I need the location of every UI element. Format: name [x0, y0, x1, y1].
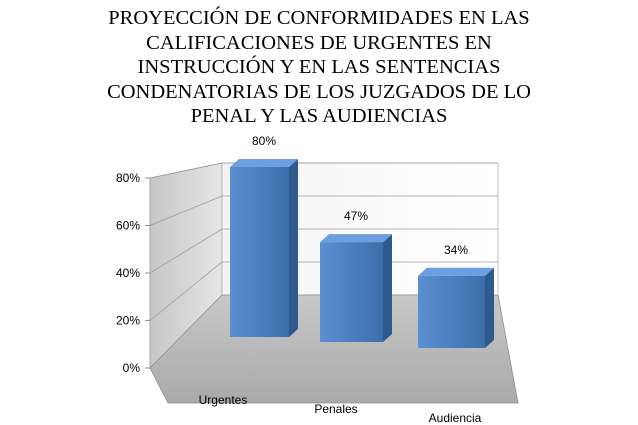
y-tick-label: 80% — [116, 171, 140, 185]
data-label: 34% — [444, 243, 468, 257]
bar-top — [320, 234, 392, 243]
bar-front — [418, 275, 485, 348]
y-tick-label: 0% — [123, 361, 141, 375]
chart-bars — [230, 159, 494, 348]
bar — [418, 267, 494, 348]
chart-gridlines — [145, 162, 498, 369]
bar — [230, 159, 298, 337]
bar-side — [289, 159, 298, 337]
chart-title-line: CONDENATORIAS DE LOS JUZGADOS DE LO — [107, 80, 531, 103]
gridline — [149, 162, 498, 179]
data-label: 47% — [344, 209, 368, 223]
bar-front — [320, 242, 383, 342]
bar-top — [418, 267, 494, 276]
bar-top — [230, 159, 298, 167]
bar-front — [230, 167, 289, 337]
bar-side — [485, 267, 494, 348]
data-label: 80% — [252, 134, 276, 148]
gridline — [149, 195, 498, 226]
chart-title-line: PROYECCIÓN DE CONFORMIDADES EN LAS — [108, 7, 530, 29]
gridline — [149, 228, 498, 274]
x-tick-label: Audiencia — [429, 411, 482, 425]
chart-title-line: INSTRUCCIÓN Y EN LAS SENTENCIAS — [137, 56, 501, 78]
chart-title-line: PENAL Y LAS AUDIENCIAS — [190, 105, 448, 127]
chart-title: PROYECCIÓN DE CONFORMIDADES EN LAS CALIF… — [0, 6, 638, 129]
x-tick-label: Penales — [314, 402, 357, 416]
chart-title-line: CALIFICACIONES DE URGENTES EN — [146, 31, 492, 54]
y-tick-label: 60% — [116, 219, 140, 233]
y-tick-label: 40% — [116, 266, 140, 280]
bar — [320, 234, 392, 342]
chart-labels: 0% 20% 40% 60% 80% 80% Urgentes 47% Penales 34% Au… — [116, 134, 482, 425]
bar-side — [383, 234, 392, 342]
y-tick-label: 20% — [116, 314, 140, 328]
gridline — [149, 261, 498, 321]
x-tick-label: Urgentes — [199, 393, 248, 407]
